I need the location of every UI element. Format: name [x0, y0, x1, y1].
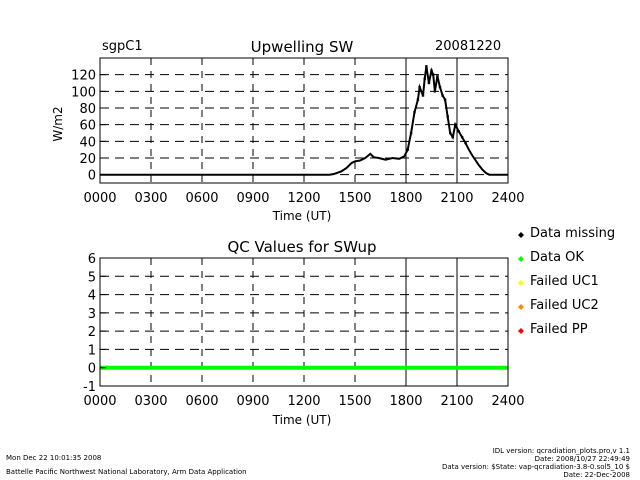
chart2-ytick-label: 4 — [88, 289, 96, 304]
chart2-ytick-label: 5 — [88, 270, 96, 285]
chart2-xtick-label: 0000 — [83, 394, 116, 409]
qc-legend: Data missing Data OK Failed UC1 Failed UC2 F… — [518, 226, 615, 337]
chart1-xtick-label: 0000 — [83, 191, 116, 206]
chart1-data-point — [413, 110, 416, 114]
chart2-xtick-label: 0900 — [236, 394, 269, 409]
legend-label: Data missing — [530, 226, 615, 241]
chart2-ytick-label: 0 — [88, 362, 96, 377]
chart2-frame — [99, 257, 509, 387]
chart1-xtick-label: 0600 — [185, 191, 218, 206]
chart2-title: QC Values for SWup — [227, 238, 376, 256]
qc-values-chart: QC Values for SWup Time (UT) 0000 0300 060… — [83, 238, 525, 427]
chart1-data-point — [436, 75, 439, 78]
footer-institution: Battelle Pacific Northwest National Labo… — [6, 468, 247, 476]
footer-data-date: Date: 22-Dec-2008 — [563, 471, 630, 479]
chart1-xtick-label: 0900 — [236, 191, 269, 206]
chart2-xtick-label: 2100 — [440, 394, 473, 409]
chart1-data-point — [423, 77, 426, 81]
chart1-data-point — [421, 94, 425, 97]
chart1-xticks: 0000 0300 0600 0900 1200 1500 1800 2100 2400 — [83, 191, 524, 206]
chart1-data-point — [457, 130, 460, 133]
legend-marker-icon — [518, 256, 524, 262]
chart1-data-point — [425, 65, 428, 68]
footer-timestamp: Mon Dec 22 10:01:35 2008 — [6, 454, 101, 462]
chart1-frame — [99, 57, 509, 184]
chart1-xtick-label: 2400 — [491, 191, 524, 206]
chart1-xtick-label: 0300 — [134, 191, 167, 206]
legend-label: Failed UC1 — [530, 274, 599, 289]
chart2-xtick-label: 1200 — [287, 394, 320, 409]
chart2-ytick-label: 3 — [88, 307, 96, 322]
chart2-xtick-label: 0600 — [185, 394, 218, 409]
chart1-xtick-label: 2100 — [440, 191, 473, 206]
chart2-ytick-label: -1 — [83, 380, 96, 395]
chart1-ytick-label: 80 — [79, 102, 96, 117]
chart1-data-point — [454, 123, 457, 126]
chart2-yticks: -1 0 1 2 3 4 5 6 — [83, 252, 106, 395]
chart1-data-point — [451, 135, 454, 139]
chart1-ytick-label: 20 — [79, 152, 96, 167]
chart1-data-point — [443, 98, 447, 101]
chart1-data-point — [449, 131, 452, 135]
chart1-xtick-label: 1800 — [389, 191, 422, 206]
chart1-data-point — [464, 141, 467, 145]
chart1-ytick-label: 120 — [71, 69, 96, 84]
chart1-data-point — [416, 98, 420, 101]
chart1-ylabel: W/m2 — [51, 106, 65, 141]
chart2-ytick-label: 2 — [88, 325, 96, 340]
legend-marker-icon — [518, 328, 524, 334]
upwelling-sw-chart: Upwelling SW W/m2 Time (UT) 0000 0300 0600… — [51, 38, 525, 223]
chart1-ytick-label: 0 — [88, 169, 96, 184]
chart1-data-point — [427, 81, 431, 85]
chart1-data-point — [446, 115, 449, 118]
chart2-ytick-label: 1 — [88, 343, 96, 358]
chart1-data — [100, 65, 508, 176]
chart1-grid — [100, 58, 508, 183]
chart1-ytick-label: 60 — [79, 119, 96, 134]
chart1-data-point — [418, 85, 421, 89]
chart2-xtick-label: 0300 — [134, 394, 167, 409]
chart1-data-point — [433, 90, 437, 93]
chart1-data-point — [441, 94, 444, 97]
legend-marker-icon — [518, 304, 524, 310]
chart2-xtick-label: 1500 — [338, 394, 371, 409]
legend-marker-icon — [518, 232, 524, 238]
legend-label: Failed UC2 — [530, 298, 599, 313]
footer-data-version: Data version: $State: vap-qcradiation-3.… — [442, 463, 630, 471]
chart2-xtick-label: 2400 — [491, 394, 524, 409]
date-label: 20081220 — [435, 39, 501, 54]
chart1-data-point — [409, 131, 413, 135]
chart2-xlabel: Time (UT) — [272, 413, 332, 427]
chart1-data-point — [406, 148, 409, 151]
chart1-data-point — [460, 135, 464, 139]
chart1-title: Upwelling SW — [251, 38, 354, 56]
chart2-xticks: 0000 0300 0600 0900 1200 1500 1800 2100 2400 — [83, 394, 524, 409]
chart1-data-point — [432, 73, 435, 76]
chart2-ytick-label: 6 — [88, 252, 96, 267]
chart1-ytick-label: 40 — [79, 135, 96, 150]
legend-label: Failed PP — [530, 322, 588, 337]
chart1-xlabel: Time (UT) — [272, 209, 332, 223]
chart1-data-point — [430, 69, 433, 72]
legend-marker-icon — [518, 280, 524, 286]
chart1-xtick-label: 1500 — [338, 191, 371, 206]
chart2-xtick-label: 1800 — [389, 394, 422, 409]
site-label: sgpC1 — [102, 39, 143, 54]
legend-label: Data OK — [530, 250, 584, 265]
chart1-data-point — [438, 85, 442, 89]
footer-idl-date: Date: 2008/10/27 22:49:49 — [535, 455, 630, 463]
chart1-ytick-label: 100 — [71, 85, 96, 100]
footer-idl-version: IDL version: qcradiation_plots.pro,v 1.1 — [493, 447, 630, 455]
chart1-xtick-label: 1200 — [287, 191, 320, 206]
